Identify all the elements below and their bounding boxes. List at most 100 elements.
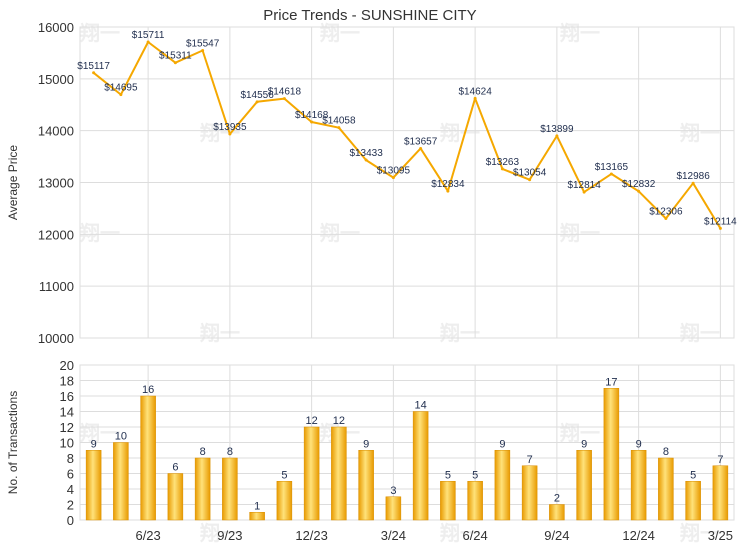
transactions-bar	[194, 457, 211, 521]
watermark-text: 翔一	[79, 421, 120, 445]
transactions-bar	[331, 426, 347, 521]
transactions-bar	[140, 395, 156, 521]
transactions-bar	[685, 481, 701, 521]
price-data-label: $13263	[486, 157, 520, 168]
price-data-label: $13095	[377, 166, 411, 177]
transactions-bar	[630, 450, 647, 521]
transactions-bar	[521, 465, 538, 521]
price-point	[718, 226, 722, 230]
transactions-bar	[576, 450, 592, 521]
transactions-bar	[467, 481, 483, 521]
transactions-bar-label: 17	[605, 376, 617, 388]
transactions-bar	[440, 481, 456, 521]
transactions-axis-tick: 10	[60, 436, 74, 451]
watermark-text: 翔一	[679, 521, 720, 545]
watermark-text: 翔一	[79, 221, 120, 245]
transactions-bar-label: 5	[445, 469, 451, 481]
transactions-bar-label: 5	[690, 469, 696, 481]
watermark-layer: 翔一翔一翔一翔一翔一翔一翔一翔一翔一翔一翔一翔一翔一翔一翔一翔一翔一翔一	[79, 21, 720, 545]
price-point	[255, 100, 259, 104]
price-point	[473, 96, 477, 100]
watermark-text: 翔一	[319, 221, 360, 245]
price-data-label: $13935	[213, 122, 247, 133]
price-point	[173, 61, 177, 65]
price-point	[609, 172, 613, 176]
price-data-label: $14624	[458, 86, 492, 97]
watermark-text: 翔一	[559, 21, 600, 45]
price-axis-tick: 16000	[38, 20, 74, 35]
watermark-text: 翔一	[199, 521, 240, 545]
price-point	[691, 181, 695, 185]
transactions-bar	[385, 496, 402, 521]
transactions-axis-tick: 8	[67, 451, 74, 466]
price-axis-tick: 13000	[38, 176, 74, 191]
transactions-bar	[549, 504, 565, 521]
price-data-label: $12832	[622, 179, 656, 190]
price-axis-tick: 12000	[38, 227, 74, 242]
price-point	[419, 146, 423, 150]
transactions-bar	[658, 457, 674, 521]
price-point	[528, 178, 532, 182]
watermark-text: 翔一	[439, 321, 480, 345]
transactions-bar-label: 14	[415, 400, 427, 412]
transactions-bar-label: 9	[91, 438, 97, 450]
price-data-label: $13054	[513, 168, 547, 179]
x-axis-tick-label: 12/24	[622, 528, 655, 543]
price-data-label: $13433	[349, 148, 383, 159]
transactions-bar	[167, 473, 184, 521]
price-data-label: $12986	[676, 171, 710, 182]
transactions-bar	[412, 411, 429, 521]
watermark-text: 翔一	[439, 121, 480, 145]
transactions-axis-tick: 2	[67, 498, 74, 513]
chart-title: Price Trends - SUNSHINE CITY	[263, 7, 476, 24]
price-point	[310, 120, 314, 124]
transactions-bar-label: 9	[636, 438, 642, 450]
price-point	[92, 71, 96, 75]
price-data-label: $15711	[132, 30, 165, 41]
price-data-label: $12834	[431, 179, 465, 190]
x-axis-tick-label: 12/23	[295, 528, 328, 543]
price-point	[446, 189, 450, 193]
price-point	[337, 126, 341, 130]
transactions-bar-label: 7	[717, 454, 723, 466]
transactions-axis-tick: 0	[67, 513, 74, 528]
price-data-label: $12306	[649, 206, 683, 217]
price-data-label: $14168	[295, 110, 329, 121]
price-data-label: $14556	[240, 90, 274, 101]
transactions-bar-label: 5	[472, 469, 478, 481]
transactions-bar-label: 9	[581, 438, 587, 450]
price-data-label: $12814	[567, 180, 601, 191]
x-axis-tick-label: 6/23	[135, 528, 160, 543]
price-point	[282, 97, 286, 101]
price-data-label: $14695	[104, 83, 138, 94]
watermark-text: 翔一	[559, 421, 600, 445]
price-point	[119, 93, 123, 97]
transactions-bar-label: 2	[554, 493, 560, 505]
price-point	[637, 189, 641, 193]
price-data-label: $14058	[322, 116, 356, 127]
x-axis-tick-label: 3/25	[708, 528, 733, 543]
transactions-bar	[494, 450, 511, 521]
price-point	[555, 134, 559, 138]
transactions-bar-label: 9	[363, 438, 369, 450]
watermark-text: 翔一	[679, 321, 720, 345]
price-data-label: $15311	[159, 51, 192, 62]
transactions-bar	[603, 388, 620, 521]
transactions-bar-label: 16	[142, 384, 154, 396]
transactions-bar	[276, 481, 293, 521]
price-data-label: $14618	[268, 87, 302, 98]
transactions-bar-label: 8	[227, 446, 233, 458]
price-axis-tick: 14000	[38, 124, 74, 139]
watermark-text: 翔一	[199, 121, 240, 145]
x-axis-tick-label: 9/23	[217, 528, 242, 543]
x-axis-tick-label: 3/24	[381, 528, 406, 543]
price-point	[582, 190, 586, 194]
price-line-panel: 10000 11000 12000 13000 14000 15000 16000 Avera…	[6, 20, 737, 346]
price-point	[391, 176, 395, 180]
price-data-label: $13657	[404, 136, 438, 147]
price-axis-title: Average Price	[6, 145, 20, 220]
transactions-axis-tick: 20	[60, 358, 74, 373]
price-data-label: $15117	[77, 61, 110, 72]
